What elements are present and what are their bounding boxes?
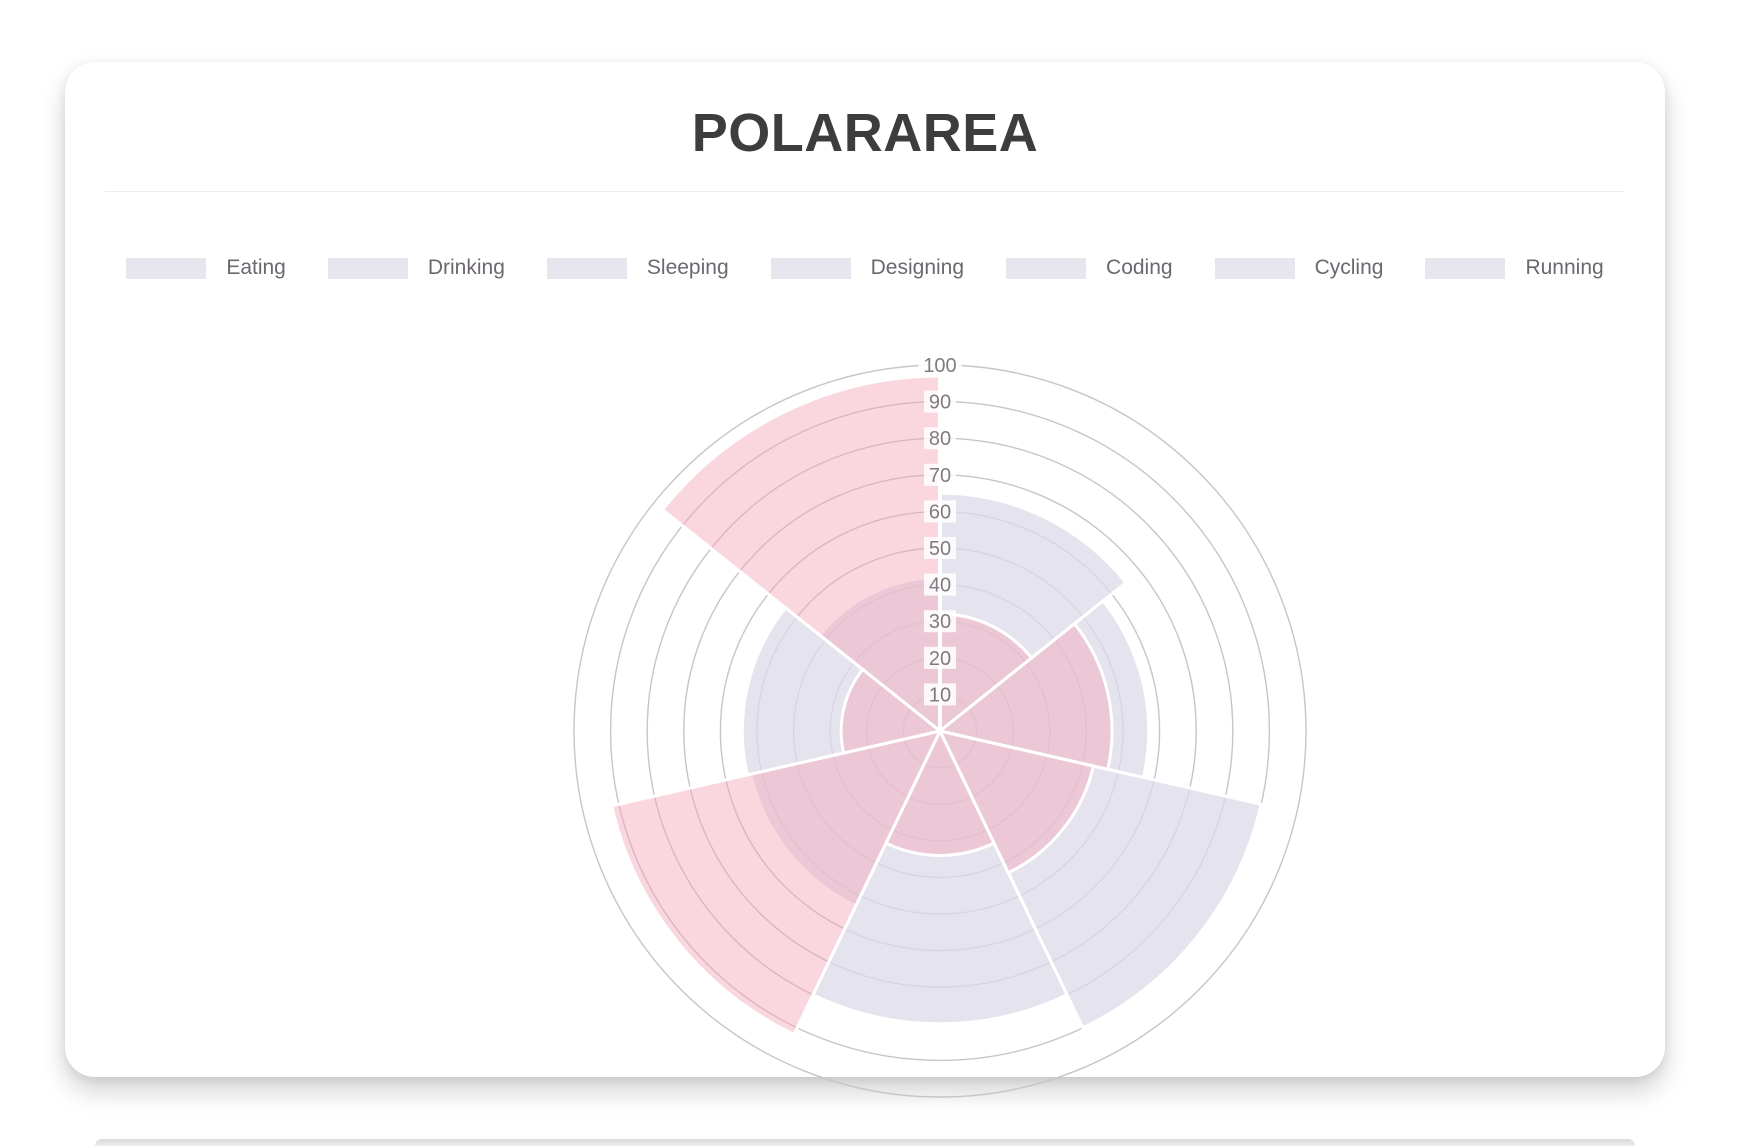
tick-backdrop-100 xyxy=(918,354,962,376)
tick-label-30: 30 xyxy=(929,611,951,633)
legend-item-label: Designing xyxy=(870,256,965,280)
wedge-pink-dataset-designing[interactable] xyxy=(884,729,996,857)
chart-legend: Eating Drinking Sleeping Designing Codin… xyxy=(105,256,1625,280)
polar-area-chart[interactable]: 10 20 30 40 50 60 70 80 90 100 xyxy=(540,331,1340,1131)
legend-item-eating[interactable]: Eating xyxy=(126,256,286,280)
tick-label-10: 10 xyxy=(929,684,951,706)
legend-swatch xyxy=(1006,257,1087,279)
legend-swatch xyxy=(546,257,627,279)
tick-backdrop-60 xyxy=(924,500,956,523)
wedge-lavender-dataset-sleeping[interactable] xyxy=(938,729,1263,1030)
polararea-card: POLARAREA Eating Drinking Sleeping Desig… xyxy=(65,62,1665,1098)
legend-swatch xyxy=(126,257,207,279)
wedge-lavender-dataset-designing[interactable] xyxy=(811,729,1069,1026)
legend-item-label: Eating xyxy=(226,256,286,280)
tick-backdrop-80 xyxy=(924,427,956,450)
tick-label-20: 20 xyxy=(929,648,951,670)
next-card-shadow xyxy=(95,1139,1635,1146)
wedge-pink-dataset-running[interactable] xyxy=(660,374,942,733)
legend-item-label: Drinking xyxy=(427,256,505,280)
tick-backdrop-70 xyxy=(924,463,956,486)
tick-backdrop-10 xyxy=(924,683,956,706)
tick-label-60: 60 xyxy=(929,501,951,523)
wedge-lavender-dataset-eating[interactable] xyxy=(938,491,1128,733)
tick-backdrop-50 xyxy=(924,537,956,559)
tick-label-50: 50 xyxy=(929,538,951,560)
legend-item-cycling[interactable]: Cycling xyxy=(1214,256,1384,280)
polar-chart-svg[interactable]: 10 20 30 40 50 60 70 80 90 100 xyxy=(540,331,1340,1131)
wedge-pink-dataset-sleeping[interactable] xyxy=(938,729,1095,875)
card-header: POLARAREA xyxy=(105,62,1625,193)
legend-item-designing[interactable]: Designing xyxy=(770,256,965,280)
tick-label-40: 40 xyxy=(929,575,951,597)
legend-item-coding[interactable]: Coding xyxy=(1006,256,1173,280)
legend-swatch xyxy=(770,257,851,279)
legend-swatch xyxy=(1214,257,1295,279)
wedge-lavender-dataset-cycling[interactable] xyxy=(740,606,942,777)
legend-item-sleeping[interactable]: Sleeping xyxy=(546,256,729,280)
tick-backdrop-20 xyxy=(924,646,956,669)
legend-item-label: Sleeping xyxy=(646,256,729,280)
wedge-pink-dataset-drinking[interactable] xyxy=(938,622,1114,771)
legend-item-label: Coding xyxy=(1106,256,1173,280)
legend-item-label: Running xyxy=(1525,256,1604,280)
legend-swatch xyxy=(1425,257,1506,279)
legend-item-running[interactable]: Running xyxy=(1425,256,1604,280)
legend-swatch xyxy=(327,257,408,279)
tick-backdrop-40 xyxy=(924,573,956,596)
wedge-pink-dataset-cycling[interactable] xyxy=(839,667,942,755)
tick-label-80: 80 xyxy=(929,428,951,450)
tick-backdrop-30 xyxy=(924,610,956,633)
tick-backdrop-90 xyxy=(924,390,956,413)
legend-item-drinking[interactable]: Drinking xyxy=(327,256,505,280)
tick-label-100: 100 xyxy=(923,355,956,377)
tick-label-90: 90 xyxy=(929,392,951,414)
tick-label-70: 70 xyxy=(929,465,951,487)
wedge-pink-dataset-coding[interactable] xyxy=(610,729,942,1036)
page-title: POLARAREA xyxy=(691,103,1039,163)
wedge-lavender-dataset-drinking[interactable] xyxy=(938,599,1151,779)
legend-item-label: Cycling xyxy=(1314,256,1384,280)
wedge-lavender-dataset-coding[interactable] xyxy=(749,729,942,908)
